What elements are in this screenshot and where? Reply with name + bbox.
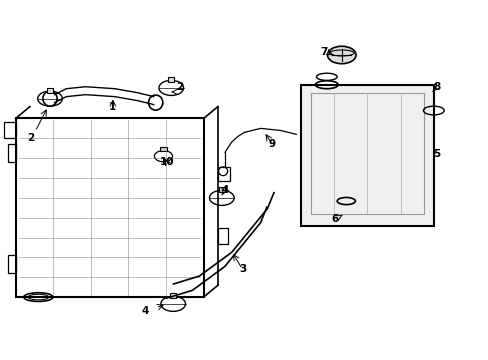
Bar [4, 122, 16, 138]
Bar [218, 187, 224, 192]
Circle shape [327, 46, 355, 64]
Text: 10: 10 [159, 157, 174, 167]
Bar [218, 228, 227, 243]
Text: 3: 3 [239, 264, 245, 274]
Bar [218, 167, 229, 181]
Bar [310, 93, 423, 214]
Text: 9: 9 [268, 139, 275, 149]
Bar [170, 293, 176, 298]
Bar [168, 77, 174, 82]
Bar [300, 85, 433, 226]
Text: 5: 5 [432, 149, 440, 159]
Text: 2: 2 [27, 133, 34, 143]
Bar [8, 144, 16, 162]
Text: 8: 8 [432, 82, 440, 92]
Text: 7: 7 [320, 47, 327, 57]
Bar [8, 255, 16, 273]
Bar [47, 87, 53, 93]
Bar [159, 148, 167, 152]
Text: 4: 4 [142, 306, 149, 316]
Text: 2: 2 [176, 82, 183, 92]
Text: 1: 1 [109, 102, 116, 112]
Text: 4: 4 [221, 185, 228, 195]
Bar [16, 118, 203, 297]
Text: 6: 6 [331, 214, 338, 224]
